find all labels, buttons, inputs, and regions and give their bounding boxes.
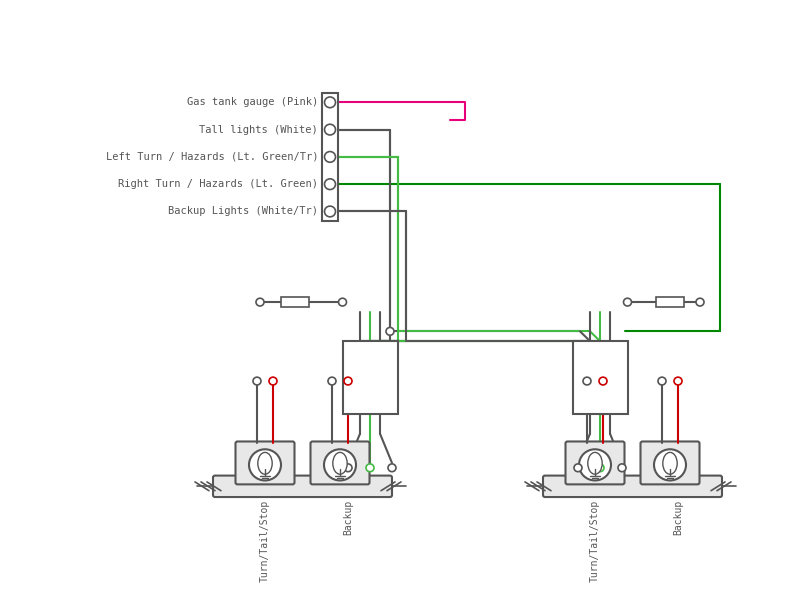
Circle shape	[623, 298, 631, 306]
Circle shape	[325, 206, 335, 217]
Circle shape	[338, 298, 346, 306]
Circle shape	[344, 464, 352, 472]
Circle shape	[696, 298, 704, 306]
Circle shape	[325, 152, 335, 162]
Ellipse shape	[258, 452, 272, 474]
Circle shape	[325, 179, 335, 190]
Text: Backup: Backup	[343, 500, 353, 535]
Circle shape	[674, 377, 682, 385]
Circle shape	[253, 377, 261, 385]
Text: Tall lights (White): Tall lights (White)	[199, 125, 318, 134]
Bar	[656, 297, 684, 307]
Bar	[322, 92, 338, 221]
Circle shape	[579, 449, 611, 481]
Circle shape	[325, 124, 335, 135]
Circle shape	[388, 464, 396, 472]
Circle shape	[583, 377, 591, 385]
Circle shape	[328, 377, 336, 385]
Text: Right Turn / Hazards (Lt. Green): Right Turn / Hazards (Lt. Green)	[118, 179, 318, 189]
Circle shape	[574, 464, 582, 472]
Circle shape	[344, 377, 352, 385]
Bar	[342, 341, 398, 414]
Circle shape	[325, 97, 335, 107]
FancyBboxPatch shape	[213, 476, 392, 497]
Circle shape	[599, 377, 607, 385]
Bar	[281, 297, 309, 307]
FancyBboxPatch shape	[543, 476, 722, 497]
Circle shape	[324, 449, 356, 481]
FancyBboxPatch shape	[310, 442, 370, 484]
Circle shape	[366, 464, 374, 472]
Circle shape	[256, 298, 264, 306]
Circle shape	[654, 449, 686, 481]
Text: Backup: Backup	[673, 500, 683, 535]
Circle shape	[386, 328, 394, 335]
Circle shape	[269, 377, 277, 385]
Circle shape	[249, 449, 281, 481]
FancyBboxPatch shape	[235, 442, 294, 484]
Ellipse shape	[333, 452, 347, 474]
Circle shape	[596, 464, 604, 472]
FancyBboxPatch shape	[566, 442, 625, 484]
Text: Backup Lights (White/Tr): Backup Lights (White/Tr)	[168, 206, 318, 217]
Circle shape	[618, 464, 626, 472]
Text: Left Turn / Hazards (Lt. Green/Tr): Left Turn / Hazards (Lt. Green/Tr)	[106, 152, 318, 162]
Text: Gas tank gauge (Pink): Gas tank gauge (Pink)	[186, 97, 318, 107]
FancyBboxPatch shape	[641, 442, 699, 484]
Bar	[573, 341, 627, 414]
Ellipse shape	[662, 452, 677, 474]
Text: Turn/Tail/Stop: Turn/Tail/Stop	[260, 500, 270, 582]
Circle shape	[658, 377, 666, 385]
Text: Turn/Tail/Stop: Turn/Tail/Stop	[590, 500, 600, 582]
Ellipse shape	[588, 452, 602, 474]
